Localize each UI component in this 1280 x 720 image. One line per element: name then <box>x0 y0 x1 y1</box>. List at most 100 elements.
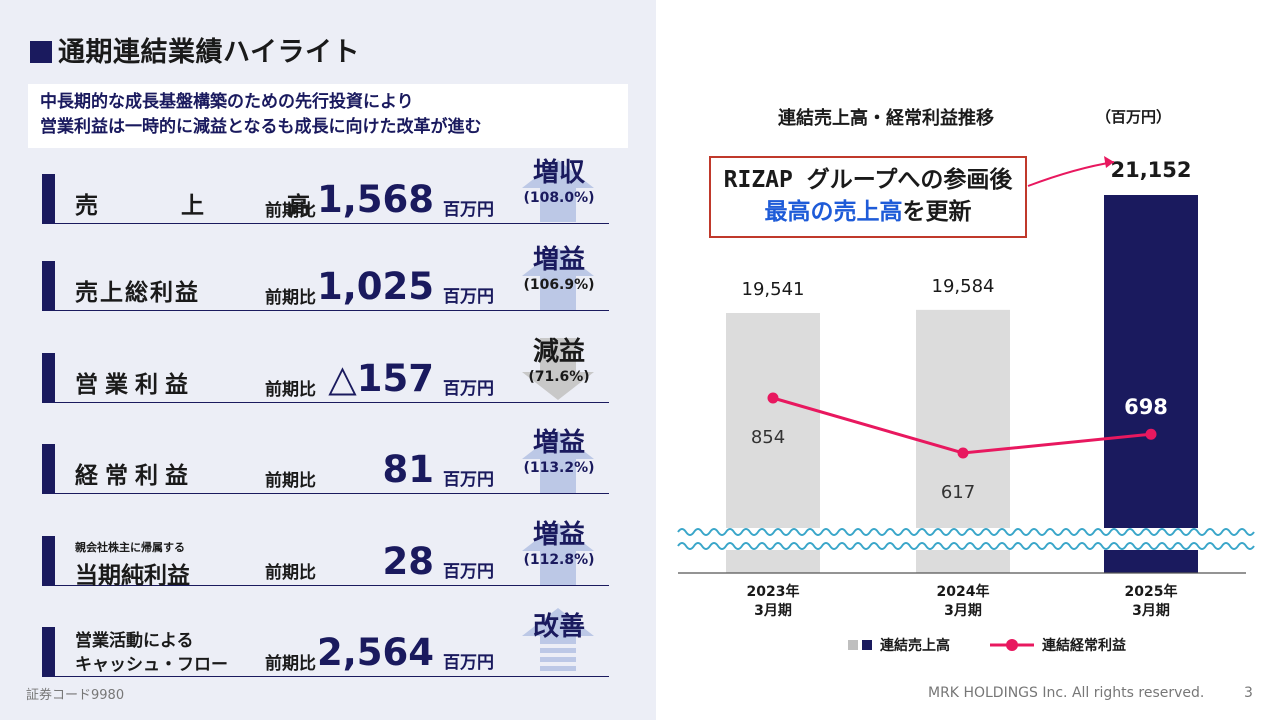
down-arrow-icon <box>520 338 596 402</box>
callout-highlight: 最高の売上高 <box>764 199 903 225</box>
metric-row-net-income: 親会社株主に帰属する 当期純利益 前期比 28 百万円 <box>42 536 609 589</box>
x-tick-label: 2025年 <box>1125 583 1178 600</box>
row-marker <box>42 536 55 586</box>
title-square-icon <box>30 41 52 63</box>
copyright: MRK HOLDINGS Inc. All rights reserved. <box>928 685 1205 701</box>
callout-arrow <box>1027 161 1115 187</box>
callout-rest: を更新 <box>902 199 972 225</box>
axis-break-wave-top <box>677 528 1255 536</box>
row-marker <box>42 353 55 403</box>
metric-row-sales: 売 上 高 前期比 1,568 百万円 <box>42 174 609 224</box>
metric-label: 当期純利益 <box>75 563 190 589</box>
up-arrow-icon <box>520 246 596 310</box>
metric-value: 2,564 <box>316 631 434 674</box>
badge-word: 増収 <box>532 158 585 188</box>
badge-gross-profit: 増益 (106.9%) <box>511 245 607 293</box>
page-title: 通期連結業績ハイライト <box>30 30 360 69</box>
profit-point <box>957 447 969 459</box>
metric-row-gross-profit: 売上総利益 前期比 1,025 百万円 <box>42 261 609 311</box>
profit-value-label: 617 <box>941 482 975 503</box>
securities-code: 証券コード9980 <box>26 688 125 703</box>
metric-unit: 百万円 <box>443 562 494 582</box>
badge-percent: (113.2%) <box>523 460 595 476</box>
page-number: 3 <box>1244 685 1253 701</box>
lead-line-2: 営業利益は一時的に減益となるも成長に向けた改革が進む <box>40 117 482 137</box>
metric-value: 1,568 <box>316 178 434 221</box>
legend-profit-label: 連結経常利益 <box>1042 637 1126 654</box>
chart-unit: （百万円） <box>1096 108 1172 126</box>
row-marker <box>42 444 55 494</box>
x-tick-label: 2023年 <box>747 583 800 600</box>
axis-break-wave-bottom <box>677 542 1255 550</box>
badge-operating-cf: 改善 <box>511 612 607 642</box>
badge-word: 増益 <box>532 520 585 550</box>
metric-value: 28 <box>382 540 435 583</box>
metric-unit: 百万円 <box>443 287 494 307</box>
metric-label-line-2: キャッシュ・フロー <box>75 655 228 675</box>
chart-title: 連結売上高・経常利益推移 <box>778 108 994 129</box>
callout-box: RIZAP グループへの参画後 最高の売上高を更新 <box>709 156 1027 238</box>
sales-value-label: 21,152 <box>1110 158 1191 182</box>
metric-prefix: 前期比 <box>265 563 316 583</box>
callout-line-1: RIZAP グループへの参画後 <box>723 167 1013 193</box>
metric-unit: 百万円 <box>443 379 494 399</box>
badge-percent: (71.6%) <box>528 369 590 385</box>
x-tick-label: 3月期 <box>944 603 982 619</box>
legend-profit-marker <box>1006 639 1018 651</box>
metric-label: 営業活動による キャッシュ・フロー <box>75 629 228 677</box>
metric-prefix: 前期比 <box>265 380 316 400</box>
callout-line-2: 最高の売上高を更新 <box>711 196 1025 228</box>
badge-net-income: 増益 (112.8%) <box>511 520 607 568</box>
metric-prefix: 前期比 <box>265 471 316 491</box>
metric-label: 営業利益 <box>75 372 195 398</box>
metric-label: 売上総利益 <box>75 280 200 306</box>
page-title-text: 通期連結業績ハイライト <box>58 37 360 68</box>
axis-break-gap <box>676 528 1246 550</box>
up-arrow-icon <box>520 429 596 493</box>
profit-point <box>767 392 779 404</box>
row-marker <box>42 174 55 224</box>
metric-row-ordinary-profit: 経常利益 前期比 81 百万円 <box>42 444 609 494</box>
profit-value-label: 698 <box>1124 395 1168 419</box>
legend-swatch-sales-gray <box>848 640 858 650</box>
metric-value: △157 <box>328 357 434 400</box>
sales-value-label: 19,584 <box>932 276 995 297</box>
profit-point <box>1145 428 1157 440</box>
sales-bar <box>1104 195 1198 573</box>
badge-percent: (112.8%) <box>523 552 595 568</box>
lead-line-1: 中長期的な成長基盤構築のための先行投資により <box>40 92 414 112</box>
metric-sublabel: 親会社株主に帰属する <box>75 541 185 554</box>
row-marker <box>42 261 55 311</box>
badge-word: 減益 <box>532 337 585 367</box>
legend-swatch-sales-navy <box>862 640 872 650</box>
metric-unit: 百万円 <box>443 470 494 490</box>
metric-row-operating-cf: 営業活動による キャッシュ・フロー 前期比 2,564 百万円 <box>42 627 609 677</box>
badge-word: 改善 <box>532 612 585 642</box>
badge-percent: (106.9%) <box>523 277 595 293</box>
metric-label-line-1: 営業活動による <box>75 631 194 651</box>
badge-word: 増益 <box>532 428 585 458</box>
sales-value-label: 19,541 <box>742 279 805 300</box>
badge-word: 増益 <box>532 245 585 275</box>
metric-label: 経常利益 <box>75 463 195 489</box>
metric-value: 1,025 <box>316 265 434 308</box>
profit-value-label: 854 <box>751 427 785 448</box>
metric-row-operating-profit: 営業利益 前期比 △157 百万円 <box>42 353 609 403</box>
x-tick-label: 3月期 <box>754 603 792 619</box>
badge-ordinary-profit: 増益 (113.2%) <box>511 428 607 476</box>
metric-prefix: 前期比 <box>265 654 316 674</box>
metric-prefix: 前期比 <box>265 288 316 308</box>
up-arrow-icon <box>520 521 596 585</box>
metric-unit: 百万円 <box>443 653 494 673</box>
badge-sales: 増収 (108.0%) <box>511 158 607 206</box>
up-arrow-icon <box>520 158 596 222</box>
metric-prefix: 前期比 <box>265 201 316 221</box>
legend-sales-label: 連結売上高 <box>880 637 950 654</box>
badge-percent: (108.0%) <box>523 190 595 206</box>
row-marker <box>42 627 55 677</box>
badge-operating-profit: 減益 (71.6%) <box>511 337 607 385</box>
x-tick-label: 3月期 <box>1132 603 1170 619</box>
metric-unit: 百万円 <box>443 200 494 220</box>
metric-value: 81 <box>382 448 435 491</box>
x-tick-label: 2024年 <box>937 583 990 600</box>
